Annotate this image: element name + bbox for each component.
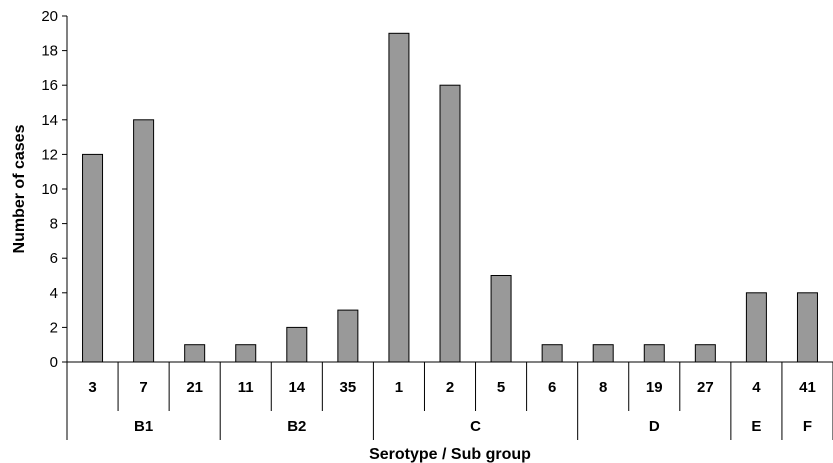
y-tick-label: 4 bbox=[50, 285, 58, 302]
group-label-D: D bbox=[649, 418, 660, 435]
y-tick-label: 2 bbox=[50, 319, 58, 336]
group-label-F: F bbox=[803, 418, 812, 435]
category-label-11: 11 bbox=[238, 379, 254, 396]
category-label-41: 41 bbox=[799, 379, 816, 396]
group-label-B1: B1 bbox=[134, 418, 153, 435]
bar-19 bbox=[643, 344, 665, 363]
category-label-5: 5 bbox=[497, 379, 505, 396]
bar-6 bbox=[541, 344, 563, 363]
category-label-7: 7 bbox=[139, 379, 147, 396]
y-tick-label: 8 bbox=[50, 216, 58, 233]
y-tick-label: 20 bbox=[41, 8, 58, 25]
y-axis-title: Number of cases bbox=[11, 124, 28, 253]
y-tick-label: 14 bbox=[41, 112, 58, 129]
bar-35 bbox=[337, 309, 359, 363]
y-tick-label: 16 bbox=[41, 77, 58, 94]
category-label-19: 19 bbox=[646, 379, 663, 396]
group-label-C: C bbox=[470, 418, 481, 435]
bar-21 bbox=[184, 344, 206, 363]
bar-2 bbox=[439, 84, 461, 363]
bar-3 bbox=[82, 153, 104, 363]
y-tick-label: 12 bbox=[41, 146, 58, 163]
y-tick-label: 6 bbox=[50, 250, 58, 267]
bar-11 bbox=[235, 344, 257, 363]
category-label-3: 3 bbox=[88, 379, 96, 396]
category-label-35: 35 bbox=[340, 379, 357, 396]
bar-14 bbox=[286, 326, 308, 363]
x-categories-layer: 3 7 21 11 14 35 1 2 5 6 8 19 27 4 41 bbox=[66, 362, 833, 411]
y-ticks-layer: 0 2 4 6 8 10 12 14 16 18 20 bbox=[41, 8, 67, 371]
y-tick-label: 18 bbox=[41, 43, 58, 60]
category-label-1: 1 bbox=[395, 379, 403, 396]
category-label-6: 6 bbox=[548, 379, 556, 396]
x-groups-layer: B1 B2 C D E F bbox=[66, 411, 833, 440]
y-tick-label: 10 bbox=[41, 181, 58, 198]
group-label-E: E bbox=[751, 418, 761, 435]
bar-41 bbox=[796, 292, 818, 363]
bar-5 bbox=[490, 275, 512, 363]
category-label-2: 2 bbox=[446, 379, 454, 396]
y-tick-label: 0 bbox=[50, 354, 58, 371]
category-label-21: 21 bbox=[186, 379, 203, 396]
bar-8 bbox=[592, 344, 614, 363]
category-label-27: 27 bbox=[697, 379, 714, 396]
group-label-B2: B2 bbox=[287, 418, 306, 435]
category-label-8: 8 bbox=[599, 379, 607, 396]
bars-layer bbox=[82, 32, 818, 363]
x-axis-title: Serotype / Sub group bbox=[369, 446, 531, 463]
bar-1 bbox=[388, 32, 410, 363]
category-label-14: 14 bbox=[288, 379, 305, 396]
bar-7 bbox=[133, 119, 155, 363]
category-label-4: 4 bbox=[752, 379, 761, 396]
bar-27 bbox=[694, 344, 716, 363]
bar-4 bbox=[745, 292, 767, 363]
